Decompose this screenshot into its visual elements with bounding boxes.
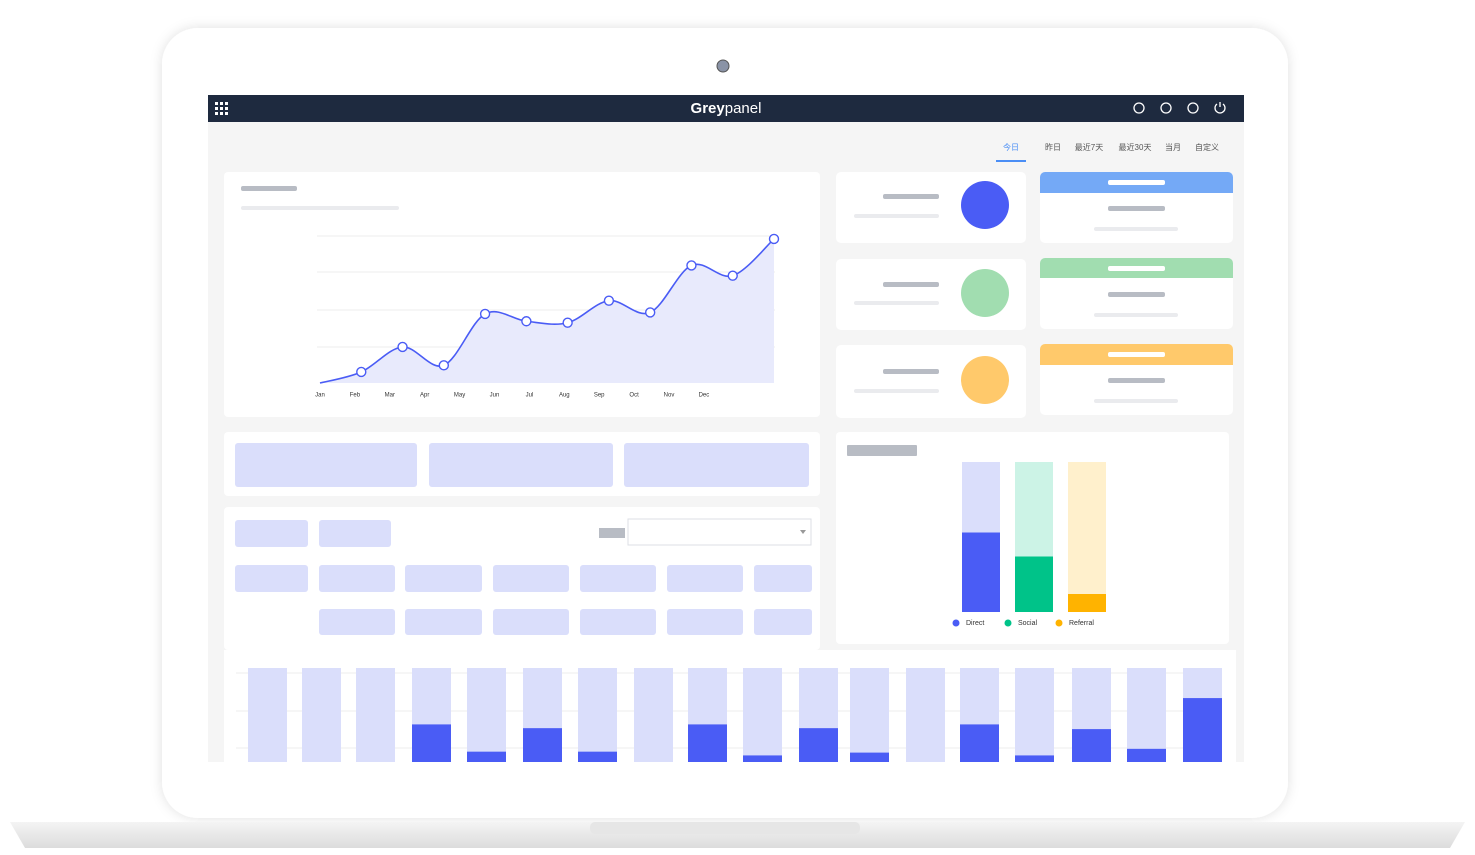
line-point (356, 366, 367, 378)
bar-track (578, 668, 617, 762)
x-tick-label: Apr (420, 393, 429, 399)
bar (523, 728, 562, 762)
bar (743, 755, 782, 762)
brand-second: panel (725, 100, 762, 117)
bar (962, 532, 1000, 612)
bar (688, 724, 727, 762)
bar-track (356, 668, 395, 762)
x-tick-label: May (454, 393, 465, 399)
apps-icon[interactable] (215, 102, 228, 115)
top-nav (208, 95, 1244, 122)
bar-track (467, 668, 506, 762)
bar (1072, 729, 1111, 762)
date-tab[interactable]: 最近7天 (1075, 142, 1103, 152)
legend-label: Social (1018, 620, 1038, 627)
bar (960, 724, 999, 762)
date-tab[interactable]: 当月 (1165, 142, 1181, 152)
bar-track (1127, 668, 1166, 762)
x-tick-label: Aug (559, 393, 570, 399)
bar (1127, 748, 1166, 762)
bar-track (634, 668, 673, 762)
bar-track (850, 668, 889, 762)
bar (1183, 698, 1222, 762)
bar (850, 752, 889, 762)
nav-icons[interactable] (1133, 102, 1226, 114)
legend-label: Referral (1069, 620, 1094, 627)
line-point (727, 270, 738, 281)
brand: Greypanel (691, 100, 762, 117)
legend-dot (1055, 619, 1063, 627)
x-tick-label: Feb (350, 393, 361, 399)
line-point (397, 341, 408, 353)
date-tab[interactable]: 昨日 (1045, 142, 1061, 152)
x-tick-label: Mar (385, 393, 395, 399)
camera (716, 59, 730, 73)
bar (467, 751, 506, 762)
stat-decor (235, 172, 1233, 749)
date-tab[interactable]: 最近30天 (1119, 142, 1152, 152)
line-point (562, 317, 573, 328)
legend-dot (952, 619, 960, 627)
bar-track (1068, 462, 1106, 612)
line-point (686, 260, 697, 271)
bar (1068, 594, 1106, 612)
x-tick-label: Dec (699, 393, 710, 399)
line-point (521, 316, 532, 327)
line-point (768, 233, 780, 245)
legend-label: Direct (966, 620, 984, 627)
legend-dot (1004, 619, 1012, 627)
line-point (438, 360, 450, 371)
bar-track (248, 668, 287, 762)
line-point (603, 295, 615, 306)
bar-track (743, 668, 782, 762)
x-tick-label: Oct (629, 393, 639, 399)
bar (799, 728, 838, 762)
x-tick-label: Jun (490, 393, 500, 399)
bar-track (906, 668, 945, 762)
bar (578, 751, 617, 762)
x-tick-label: Jan (315, 393, 325, 399)
bar-track (302, 668, 341, 762)
date-tab[interactable]: 自定义 (1195, 142, 1219, 152)
date-tab[interactable]: 今日 (1003, 142, 1019, 152)
brand-first: Grey (691, 100, 726, 117)
bar (1015, 556, 1053, 612)
bar (1015, 755, 1054, 762)
x-tick-label: Nov (664, 393, 675, 399)
x-tick-label: Jul (526, 393, 534, 399)
trackpad-notch (590, 822, 860, 834)
bar-track (1015, 668, 1054, 762)
line-point (479, 308, 491, 320)
line-point (644, 307, 656, 318)
laptop-base (10, 822, 1465, 848)
x-tick-label: Sep (594, 393, 605, 399)
bar (412, 724, 451, 762)
line-area (320, 238, 774, 383)
